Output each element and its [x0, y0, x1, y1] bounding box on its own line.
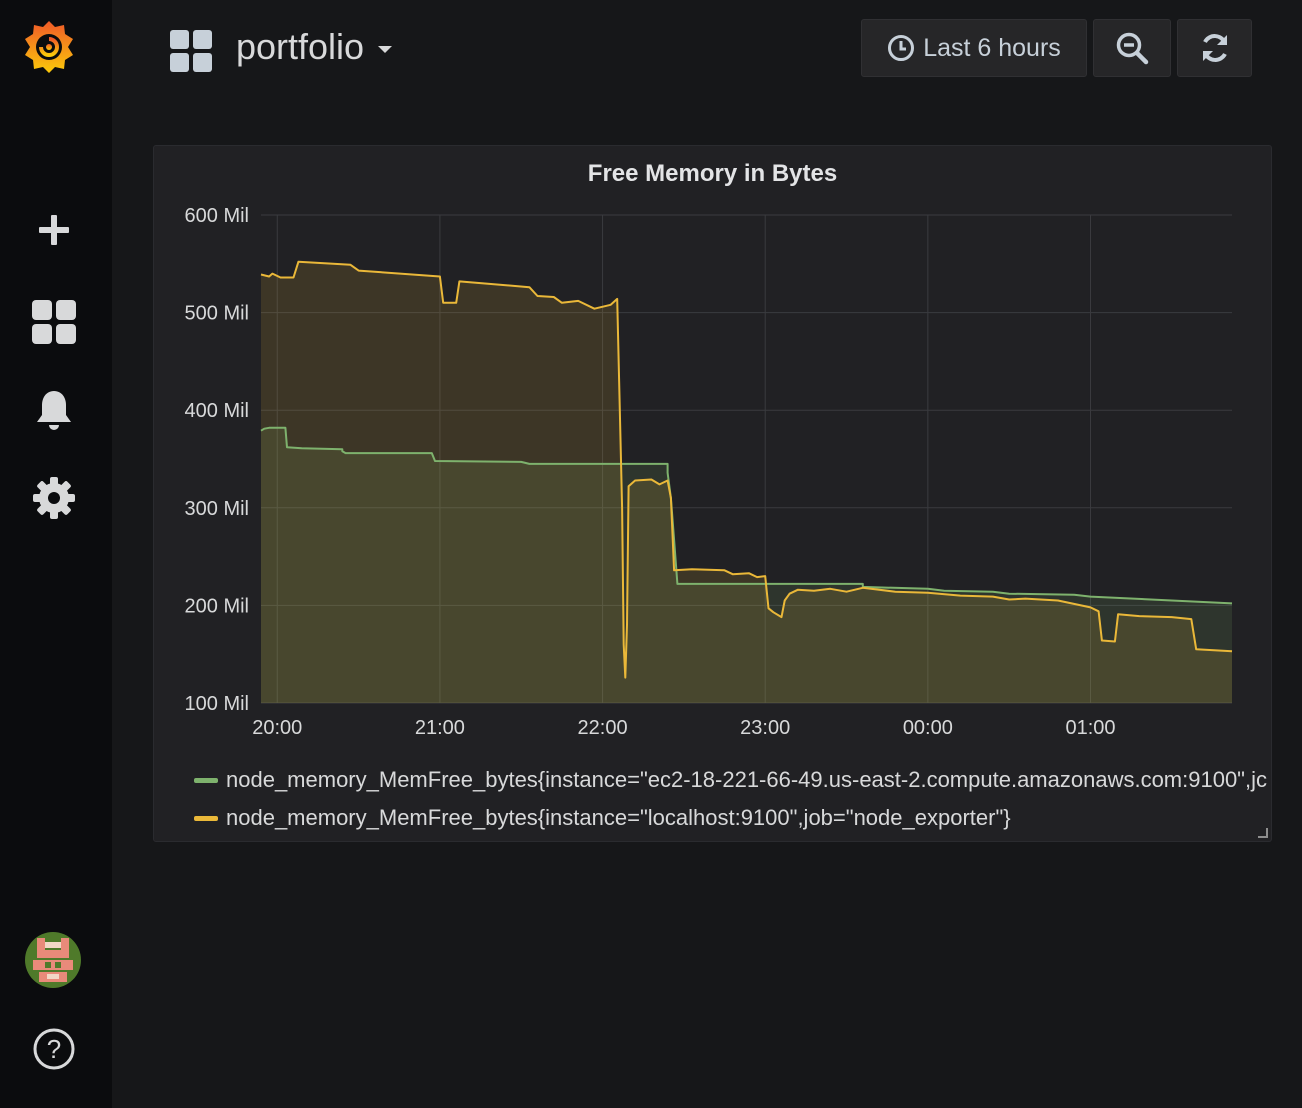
dashboard-icon: [170, 30, 212, 77]
time-range-label: Last 6 hours: [923, 33, 1061, 62]
series-area: [261, 261, 1232, 703]
x-tick-label: 00:00: [903, 717, 953, 739]
legend-label: node_memory_MemFree_bytes{instance="loca…: [226, 805, 1011, 830]
y-tick-label: 300 Mil: [185, 498, 249, 520]
svg-text:?: ?: [47, 1034, 61, 1064]
x-tick-label: 22:00: [578, 717, 628, 739]
panel-resize-handle[interactable]: [1258, 828, 1268, 838]
dashboards-grid-icon[interactable]: [26, 294, 82, 350]
help-icon[interactable]: ?: [26, 1021, 82, 1077]
x-tick-label: 20:00: [252, 717, 302, 739]
x-tick-label: 23:00: [740, 717, 790, 739]
y-tick-label: 100 Mil: [185, 693, 249, 715]
dashboard-title-picker[interactable]: portfolio: [236, 26, 393, 68]
memory-graph[interactable]: 600 Mil 500 Mil 400 Mil 300 Mil 200 Mil 100 M…: [154, 146, 1272, 746]
y-tick-label: 500 Mil: [185, 303, 249, 325]
panel-title[interactable]: Free Memory in Bytes: [587, 160, 838, 187]
legend-label: node_memory_MemFree_bytes{instance="ec2-…: [226, 767, 1267, 792]
time-range-picker-button[interactable]: Last 6 hours: [861, 19, 1087, 77]
sidebar: ?: [0, 0, 112, 1108]
zoom-out-icon: [1116, 32, 1149, 65]
chevron-down-icon: [378, 45, 393, 53]
series-line: [260, 260, 1233, 679]
x-tick-label: 01:00: [1065, 717, 1115, 739]
clock-icon: [888, 35, 915, 61]
legend-swatch: [194, 777, 218, 783]
legend-item[interactable]: node_memory_MemFree_bytes{instance="loca…: [194, 799, 1267, 837]
legend: node_memory_MemFree_bytes{instance="ec2-…: [194, 761, 1267, 837]
gear-icon[interactable]: [26, 470, 82, 526]
x-tick-label: 21:00: [415, 717, 465, 739]
bell-icon[interactable]: [26, 382, 82, 438]
graph-panel[interactable]: Free Memory in Bytes 600 Mil 500 Mil 400 M…: [153, 145, 1272, 842]
grafana-logo-icon[interactable]: [18, 16, 80, 78]
legend-swatch: [194, 815, 218, 821]
refresh-button[interactable]: [1177, 19, 1252, 77]
y-tick-label: 400 Mil: [185, 400, 249, 422]
zoom-out-button[interactable]: [1093, 19, 1171, 77]
y-tick-label: 600 Mil: [185, 205, 249, 227]
user-avatar[interactable]: [25, 932, 81, 988]
refresh-icon: [1202, 34, 1227, 62]
legend-item[interactable]: node_memory_MemFree_bytes{instance="ec2-…: [194, 761, 1267, 799]
series-line: [260, 426, 1233, 605]
series-area: [261, 427, 1232, 703]
dashboard-title: portfolio: [236, 26, 365, 67]
y-tick-label: 200 Mil: [185, 595, 249, 617]
plus-icon[interactable]: [26, 202, 82, 258]
